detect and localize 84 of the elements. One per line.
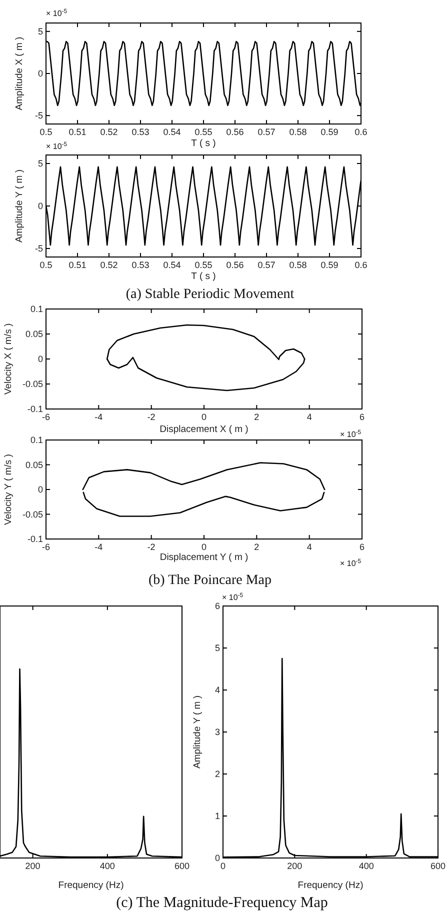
y-tick-label: 0 — [38, 68, 43, 78]
x-tick-label: 200 — [287, 861, 302, 871]
x-tick-label: -4 — [94, 412, 103, 422]
x-tick-label: 0.55 — [194, 127, 212, 137]
x-tick-label: 6 — [359, 412, 365, 422]
x-tick-label: 600 — [430, 861, 446, 871]
y-axis-title: Amplitude X ( m ) — [14, 36, 25, 110]
x-tick-label: 0.57 — [258, 127, 276, 137]
text: × 10$^{-5}$ — [46, 141, 68, 151]
x-axis-title: Displacement X ( m ) — [160, 424, 248, 435]
x-tick-label: 400 — [100, 861, 115, 871]
text: (a) Stable Periodic Movement — [126, 287, 294, 302]
x-axis-title: Displacement Y ( m ) — [160, 552, 248, 563]
y-tick-label: 5 — [38, 26, 43, 36]
x-tick-label: 200 — [25, 861, 40, 871]
x-tick-label: 400 — [358, 861, 374, 871]
x-tick-label: -6 — [42, 412, 50, 422]
x-tick-label: 0.5 — [40, 127, 52, 137]
y-axis-title: Amplitude Y ( m ) — [192, 695, 203, 769]
text: (b) The Poincare Map — [148, 573, 272, 588]
x-tick-label: 2 — [254, 412, 260, 422]
x-tick-label: -4 — [94, 542, 103, 552]
y-tick-label: 0.1 — [30, 435, 43, 445]
x-tick-label: 0.58 — [289, 127, 307, 137]
y-axis-title: Amplitude Y ( m ) — [14, 169, 25, 243]
x-tick-label: 0.58 — [289, 260, 307, 270]
x-tick-label: 0.56 — [226, 127, 244, 137]
x-tick-label: 4 — [306, 542, 312, 552]
x-tick-label: 0.53 — [132, 260, 150, 270]
x-tick-label: 0.54 — [163, 127, 181, 137]
x-tick-label: 0.51 — [68, 127, 86, 137]
y-tick-label: 0 — [38, 201, 43, 211]
text: × 10$^{-5}$ — [46, 8, 68, 18]
y-tick-label: 4 — [214, 685, 220, 695]
x-axis-title: T ( s ) — [191, 271, 216, 282]
y-tick-label: 0.05 — [25, 329, 43, 339]
text: × 10$^{-5}$ — [340, 429, 362, 439]
y-tick-label: -0.1 — [27, 534, 43, 544]
x-tick-label: 0.6 — [354, 127, 368, 137]
x-tick-label: 0.51 — [68, 260, 86, 270]
y-tick-label: 0 — [38, 484, 43, 494]
text: × 10$^{-5}$ — [222, 592, 244, 602]
x-tick-label: 0.59 — [320, 127, 338, 137]
x-tick-label: 0.52 — [100, 260, 118, 270]
y-tick-label: 5 — [214, 643, 220, 653]
x-tick-label: 0.6 — [354, 260, 368, 270]
x-tick-label: 0.5 — [40, 260, 52, 270]
x-tick-label: 0.53 — [132, 127, 150, 137]
x-tick-label: -6 — [42, 542, 50, 552]
x-axis-title: Frequency (Hz) — [298, 880, 364, 891]
x-tick-label: 0 — [201, 412, 207, 422]
y-tick-label: 0.05 — [25, 460, 43, 470]
x-tick-label: 0 — [201, 542, 207, 552]
text: × 10$^{-5}$ — [340, 558, 362, 568]
x-tick-label: 0.54 — [163, 260, 181, 270]
y-tick-label: 5 — [38, 158, 43, 168]
y-axis-title: Velocity Y ( m/s ) — [3, 454, 14, 525]
y-tick-label: 0 — [214, 853, 220, 863]
x-tick-label: 2 — [254, 542, 260, 552]
x-tick-label: -2 — [147, 412, 156, 422]
x-axis-title: Frequency (Hz) — [58, 880, 124, 891]
x-tick-label: 0.52 — [100, 127, 118, 137]
x-tick-label: 6 — [359, 542, 365, 552]
y-tick-label: -0.05 — [22, 379, 43, 389]
x-tick-label: 600 — [174, 861, 190, 871]
y-tick-label: 3 — [214, 727, 220, 737]
y-tick-label: 1 — [214, 811, 220, 821]
y-tick-label: 0 — [38, 354, 43, 364]
x-tick-label: 0.56 — [226, 260, 244, 270]
y-tick-label: -0.1 — [27, 404, 43, 414]
x-tick-label: 0.55 — [194, 260, 212, 270]
y-tick-label: -0.05 — [22, 509, 43, 520]
y-axis-title: Velocity X ( m/s ) — [3, 323, 14, 395]
y-tick-label: 6 — [214, 601, 220, 611]
y-tick-label: -5 — [34, 110, 43, 121]
x-tick-label: -2 — [147, 542, 156, 552]
text: (c) The Magnitude-Frequency Map — [116, 895, 328, 911]
x-tick-label: 4 — [306, 412, 312, 422]
y-tick-label: 2 — [214, 769, 220, 779]
y-tick-label: 0.1 — [30, 304, 43, 314]
x-tick-label: 0.59 — [320, 260, 338, 270]
y-tick-label: -5 — [34, 244, 43, 254]
x-axis-title: T ( s ) — [191, 138, 216, 149]
x-tick-label: 0.57 — [258, 260, 276, 270]
